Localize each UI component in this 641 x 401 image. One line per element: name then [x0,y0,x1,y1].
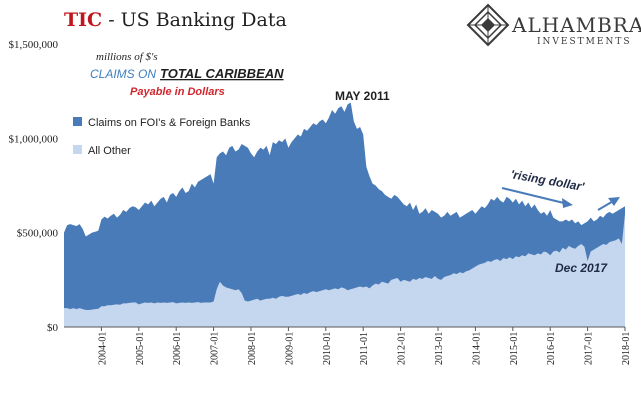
annotation-peak: MAY 2011 [335,89,390,103]
claims-on-text: CLAIMS ON [90,67,156,81]
series-area-all-other [64,213,625,327]
x-tick-label: 2014-01 [471,332,482,365]
x-tick-label: 2017-01 [584,332,595,365]
x-tick-label: 2013-01 [434,332,445,365]
payable-note: Payable in Dollars [130,86,225,98]
legend-swatch-foreign-banks [73,117,82,126]
chart-title: TIC - US Banking Data [64,9,287,31]
rising-dollar-arrows [501,187,620,211]
y-tick-label: $1,500,000 [9,39,59,51]
x-tick-label: 2008-01 [247,332,258,365]
legend-label-foreign-banks: Claims on FOI's & Foreign Banks [88,117,251,129]
claims-note: CLAIMS ON TOTAL CARIBBEAN [90,66,284,81]
y-axis: $0 $500,000 $1,000,000 $1,500,000 [9,39,59,334]
x-axis: 2004-01 2005-01 2006-01 2007-01 2008-01 2009-… [97,327,632,365]
x-tick-label: 2010-01 [322,332,333,365]
legend-label-all-other: All Other [88,145,131,157]
x-tick-label: 2004-01 [97,332,108,365]
title-prefix: TIC [64,9,102,31]
x-tick-label: 2005-01 [135,332,146,365]
x-tick-label: 2012-01 [397,332,408,365]
y-tick-label: $1,000,000 [9,133,59,145]
x-tick-label: 2018-01 [621,332,632,365]
arrowhead-left-icon [562,198,573,208]
region-text: TOTAL CARIBBEAN [160,66,284,81]
x-tick-label: 2016-01 [546,332,557,365]
y-tick-label: $0 [47,322,59,334]
units-note: millions of $'s [96,51,158,63]
alhambra-logo: ALHAMBRA INVESTMENTS [466,3,641,47]
x-tick-label: 2015-01 [509,332,520,365]
logo-sub: INVESTMENTS [537,37,632,47]
annotation-rising-dollar: 'rising dollar' [509,167,586,194]
y-tick-label: $500,000 [17,228,59,240]
legend: Claims on FOI's & Foreign Banks All Othe… [73,117,251,157]
arrowhead-right-icon [608,197,620,206]
x-tick-label: 2009-01 [284,332,295,365]
x-tick-label: 2011-01 [359,332,370,365]
title-rest: - US Banking Data [102,9,287,31]
annotation-dec-2017: Dec 2017 [555,261,608,275]
x-tick-label: 2007-01 [210,332,221,365]
logo-name: ALHAMBRA [511,13,641,37]
x-tick-label: 2006-01 [172,332,183,365]
logo-diamond-icon [466,3,510,47]
legend-swatch-all-other [73,145,82,154]
arrow-left-icon [501,187,569,205]
